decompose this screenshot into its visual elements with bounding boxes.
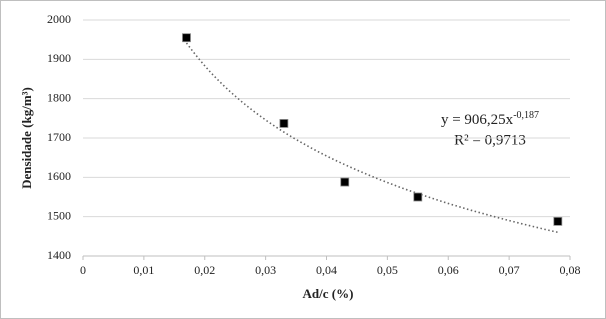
r-squared: R² = 0,9713 <box>454 132 526 148</box>
y-tick-label: 1900 <box>47 51 71 65</box>
trendline-equation: y = 906,25x-0,187 <box>441 110 539 128</box>
x-tick-label: 0,03 <box>255 263 276 277</box>
point <box>182 33 191 43</box>
y-tick-label: 1500 <box>47 208 71 222</box>
y-tick-label: 1600 <box>47 169 71 183</box>
y-axis-title: Densidade (kg/m³) <box>19 87 34 189</box>
point <box>413 192 423 202</box>
x-tick-label: 0,05 <box>377 263 398 277</box>
x-axis-title: Ad/c (%) <box>303 286 354 301</box>
equation-text: y = 906,25x <box>441 112 514 128</box>
x-tick-label: 0,01 <box>133 263 154 277</box>
point <box>279 119 289 128</box>
x-tick-label: 0,07 <box>499 263 520 277</box>
point <box>553 216 563 226</box>
x-tick-label: 0,02 <box>194 263 215 277</box>
x-tick-label: 0 <box>80 263 86 277</box>
y-tick-label: 2000 <box>47 12 71 26</box>
x-tick-label: 0,08 <box>560 263 581 277</box>
x-tick-label: 0,04 <box>316 263 337 277</box>
y-tick-label: 1700 <box>47 130 71 144</box>
point <box>340 177 350 187</box>
y-tick-label: 1400 <box>47 248 71 262</box>
x-tick-label: 0,06 <box>438 263 459 277</box>
equation-exponent: -0,187 <box>513 110 539 121</box>
y-tick-label: 1800 <box>47 90 71 104</box>
trendline <box>185 42 558 234</box>
